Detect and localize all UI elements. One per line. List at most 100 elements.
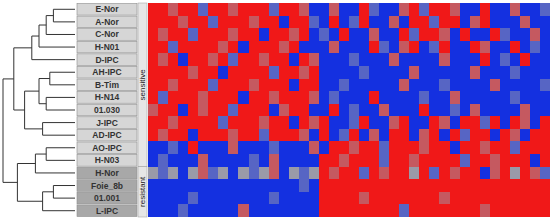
heatmap-cell: [369, 3, 380, 16]
heatmap-cell: [188, 129, 199, 142]
heatmap-cell: [419, 104, 430, 117]
heatmap-cell: [450, 79, 461, 92]
heatmap-cell: [480, 28, 491, 41]
row-label: C-Nor: [95, 29, 119, 39]
heatmap-cell: [530, 116, 541, 129]
heatmap-cell: [309, 41, 320, 54]
heatmap-cell: [148, 104, 159, 117]
heatmap-cell: [439, 141, 450, 154]
heatmap-cell: [238, 141, 249, 154]
heatmap-cell: [309, 141, 320, 154]
heatmap-cell: [309, 3, 320, 16]
heatmap-cell: [228, 79, 239, 92]
heatmap-cell: [389, 91, 400, 104]
heatmap-cell: [339, 66, 350, 79]
dendrogram-branch: [43, 191, 54, 192]
heatmap-cell: [500, 192, 511, 205]
heatmap-cell: [218, 179, 229, 192]
heatmap-cell: [279, 104, 290, 117]
row-label-box: [77, 66, 137, 78]
row-label: H-N03: [95, 155, 120, 165]
heatmap-cell: [259, 141, 270, 154]
heatmap-cell: [168, 167, 179, 180]
heatmap-cell: [178, 192, 189, 205]
heatmap-cell: [188, 104, 199, 117]
heatmap-cell: [178, 3, 189, 16]
heatmap-cell: [259, 167, 270, 180]
heatmap-cell: [369, 129, 380, 142]
heatmap-cell: [510, 154, 521, 167]
heatmap-cell: [480, 79, 491, 92]
heatmap-cell: [439, 41, 450, 54]
heatmap-cell: [409, 167, 420, 180]
heatmap-cell: [439, 204, 450, 217]
heatmap-cell: [389, 66, 400, 79]
heatmap-cell: [429, 104, 440, 117]
heatmap-cell: [208, 192, 219, 205]
heatmap-cell: [429, 3, 440, 16]
heatmap-cell: [520, 91, 531, 104]
heatmap-cell: [369, 192, 380, 205]
dendrogram-branch: [14, 47, 32, 48]
heatmap-cell: [329, 16, 340, 29]
heatmap-cell: [530, 79, 541, 92]
dendrogram-branch: [35, 154, 46, 155]
dendrogram-branch: [39, 103, 46, 104]
heatmap-cell: [540, 204, 550, 217]
heatmap-cell: [520, 179, 531, 192]
row-labels: E-NorA-NorC-NorH-N01D-IPCAH-IPCB-TimH-N1…: [77, 4, 137, 217]
heatmap-cell: [470, 28, 481, 41]
heatmap-cell: [249, 204, 260, 217]
heatmap-cell: [510, 192, 521, 205]
heatmap-cell: [429, 116, 440, 129]
heatmap-cell: [309, 104, 320, 117]
heatmap-cell: [168, 28, 179, 41]
heatmap-cell: [329, 91, 340, 104]
heatmap-cell: [450, 28, 461, 41]
row-label-box: [77, 129, 137, 141]
row-label-box: [77, 117, 137, 129]
heatmap-cell: [249, 41, 260, 54]
heatmap-cell: [319, 179, 330, 192]
heatmap-chart: E-NorA-NorC-NorH-N01D-IPCAH-IPCB-TimH-N1…: [0, 0, 550, 220]
heatmap-cell: [168, 53, 179, 66]
heatmap-cell: [470, 53, 481, 66]
heatmap-cell: [339, 91, 350, 104]
heatmap-cell: [349, 167, 360, 180]
heatmap-cell: [379, 66, 390, 79]
heatmap-cell: [510, 91, 521, 104]
heatmap-cell: [299, 91, 310, 104]
heatmap-cell: [500, 129, 511, 142]
heatmap-cell: [228, 192, 239, 205]
heatmap-cell: [319, 41, 330, 54]
heatmap-cell: [299, 104, 310, 117]
heatmap-cell: [188, 154, 199, 167]
heatmap-cell: [249, 53, 260, 66]
heatmap-cell: [419, 167, 430, 180]
heatmap-cell: [238, 154, 249, 167]
heatmap-cell: [450, 104, 461, 117]
heatmap-cell: [148, 28, 159, 41]
heatmap-cell: [540, 66, 550, 79]
heatmap-cell: [450, 141, 461, 154]
heatmap-cell: [228, 41, 239, 54]
heatmap-cell: [399, 192, 410, 205]
heatmap-cell: [269, 41, 280, 54]
heatmap-cell: [319, 154, 330, 167]
heatmap-cell: [359, 154, 370, 167]
heatmap-cell: [450, 179, 461, 192]
heatmap-cell: [208, 167, 219, 180]
heatmap-cell: [208, 179, 219, 192]
heatmap-cell: [259, 116, 270, 129]
heatmap-cell: [299, 16, 310, 29]
heatmap-cell: [158, 179, 169, 192]
heatmap-cell: [259, 3, 270, 16]
heatmap-cell: [349, 16, 360, 29]
heatmap-cell: [228, 141, 239, 154]
heatmap-cell: [269, 53, 280, 66]
heatmap-cell: [379, 16, 390, 29]
heatmap-cell: [228, 154, 239, 167]
heatmap-cell: [218, 141, 229, 154]
heatmap-cell: [329, 129, 340, 142]
heatmap-cell: [520, 129, 531, 142]
